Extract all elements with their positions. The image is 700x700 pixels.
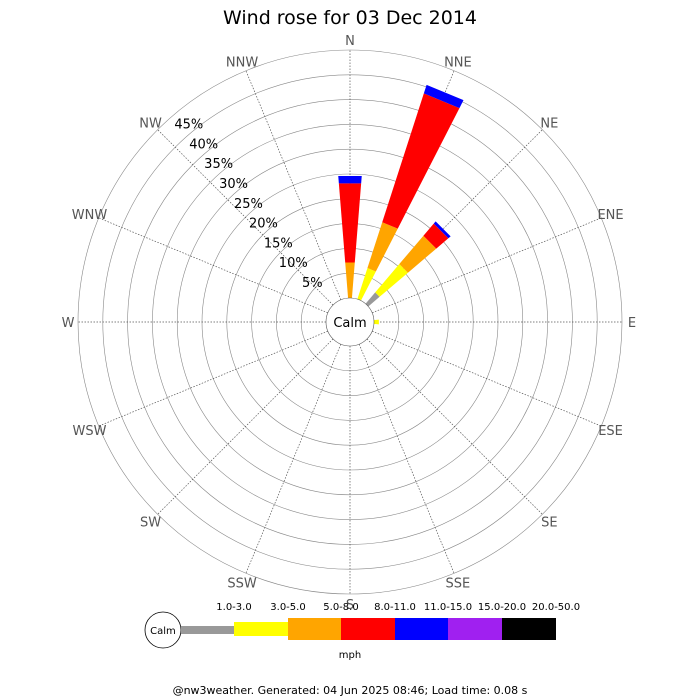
grid-spoke xyxy=(245,70,342,300)
direction-label: ESE xyxy=(598,424,623,439)
wind-bar-segment xyxy=(382,93,460,229)
direction-label: SW xyxy=(140,515,161,530)
chart-title: Wind rose for 03 Dec 2014 xyxy=(223,7,477,29)
direction-label: ENE xyxy=(597,208,623,223)
wind-bar-segment xyxy=(338,183,362,263)
wind-bar-segment xyxy=(357,268,376,301)
ring-label: 30% xyxy=(219,177,248,192)
legend-swatch xyxy=(181,626,234,634)
legend-swatch xyxy=(502,618,556,640)
grid-ring xyxy=(176,148,524,496)
wind-bar-segment xyxy=(423,84,464,109)
grid-spoke xyxy=(245,344,342,574)
ring-labels: 5% 10% 15% 20% 25% 30% 35% 40% 45% xyxy=(174,118,322,291)
wind-bar-segment xyxy=(375,264,408,297)
direction-label: SSW xyxy=(227,577,257,592)
wind-bar-segment xyxy=(423,223,449,249)
legend-swatch xyxy=(395,618,448,640)
ring-label: 15% xyxy=(264,236,293,251)
ring-label: 40% xyxy=(189,137,218,152)
direction-label: NNW xyxy=(226,55,258,70)
footer-text: @nw3weather. Generated: 04 Jun 2025 08:4… xyxy=(173,684,528,697)
grid-spoke xyxy=(366,129,543,306)
calm-center-circle xyxy=(325,297,375,347)
wind-bar-segment xyxy=(373,319,379,325)
direction-label: SE xyxy=(541,515,557,530)
wind-bars xyxy=(338,84,464,325)
legend-swatch xyxy=(234,622,288,636)
direction-label: NE xyxy=(540,117,558,132)
legend: Calm 1.0-3.0 3.0-5.0 5.0-8.0 8.0-11.0 11.0-15… xyxy=(144,602,580,661)
direction-labels: N NNE NE ENE E ESE SE SSE S SSW SW WSW W WNW NW NNW xyxy=(62,34,637,613)
direction-label: W xyxy=(62,316,75,331)
legend-bin-label: 3.0-5.0 xyxy=(270,602,305,613)
grid-ring xyxy=(77,49,623,595)
direction-label: E xyxy=(628,316,636,331)
legend-calm-label: Calm xyxy=(150,626,176,637)
wind-bar-segment xyxy=(367,222,398,272)
grid-spoke xyxy=(157,129,334,306)
calm-center-label: Calm xyxy=(333,316,366,331)
wind-bar-segment xyxy=(365,292,380,307)
grid-spoke xyxy=(366,338,543,515)
grid-spoke xyxy=(98,330,328,427)
direction-label: S xyxy=(346,598,354,613)
ring-label: 5% xyxy=(302,276,323,291)
grid-spoke xyxy=(98,217,328,314)
ring-label: 20% xyxy=(249,217,278,232)
direction-label: N xyxy=(345,34,355,49)
ring-label: 45% xyxy=(174,118,203,133)
grid-ring xyxy=(152,124,548,520)
legend-swatch xyxy=(448,618,502,640)
legend-bin-label: 11.0-15.0 xyxy=(424,602,472,613)
legend-bin-label: 20.0-50.0 xyxy=(532,602,580,613)
ring-label: 35% xyxy=(204,157,233,172)
wind-bar-segment xyxy=(433,221,451,239)
legend-bin-label: 1.0-3.0 xyxy=(216,602,251,613)
legend-bin-label: 8.0-11.0 xyxy=(374,602,416,613)
grid-spoke xyxy=(358,344,455,574)
ring-label: 10% xyxy=(279,256,308,271)
legend-swatch xyxy=(288,618,341,640)
direction-label: NW xyxy=(139,117,162,132)
legend-swatch xyxy=(341,618,395,640)
legend-unit-label: mph xyxy=(339,650,361,661)
calm-circle: Calm xyxy=(325,297,375,347)
legend-bin-label: 15.0-20.0 xyxy=(478,602,526,613)
grid-spoke xyxy=(372,330,602,427)
direction-label: NNE xyxy=(444,55,472,70)
direction-label: SSE xyxy=(446,577,471,592)
grid-spoke xyxy=(372,217,602,314)
ring-label: 25% xyxy=(234,197,263,212)
legend-bin-label: 5.0-8.0 xyxy=(323,602,358,613)
direction-label: WNW xyxy=(72,208,108,223)
grid-spoke xyxy=(157,338,334,515)
direction-label: WSW xyxy=(72,424,106,439)
wind-bar-segment xyxy=(345,262,355,299)
wind-bar-segment xyxy=(338,175,362,184)
wind-bar-segment xyxy=(399,235,437,273)
